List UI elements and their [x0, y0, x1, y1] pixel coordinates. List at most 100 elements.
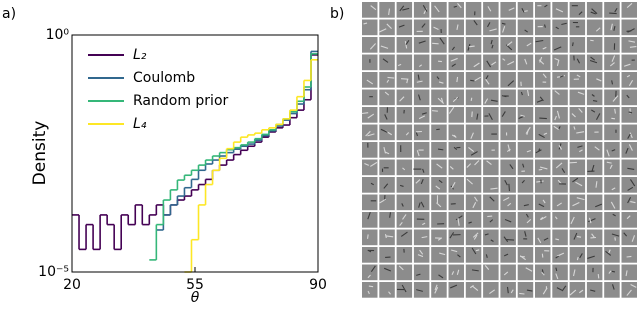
filter-patch [449, 37, 465, 53]
legend-label: L₄ [133, 116, 147, 132]
filter-patch [397, 72, 413, 88]
filter-patch [500, 160, 516, 176]
filter-patch [570, 247, 586, 263]
filter-patch [622, 37, 638, 53]
filter-patch [587, 107, 603, 123]
filter-patch [379, 230, 395, 246]
filter-patch [518, 37, 534, 53]
filter-patch [414, 2, 430, 18]
filter-patch [587, 282, 603, 298]
filter-patch [449, 55, 465, 71]
filter-patch [431, 195, 447, 211]
filter-patch [483, 20, 499, 36]
filter-patch [449, 20, 465, 36]
filter-patch [397, 177, 413, 193]
filter-patch [379, 72, 395, 88]
filter-patch [483, 282, 499, 298]
filter-patch [414, 177, 430, 193]
filter-patch [518, 90, 534, 106]
filter-patch [431, 282, 447, 298]
filter-stroke [612, 271, 615, 272]
filter-patch [604, 142, 620, 158]
filter-patch [379, 142, 395, 158]
filter-patch [587, 212, 603, 228]
filter-patch [622, 212, 638, 228]
filter-patch [431, 107, 447, 123]
filter-patch [570, 195, 586, 211]
filter-patch [397, 55, 413, 71]
filter-patch [604, 125, 620, 141]
filter-patch [570, 107, 586, 123]
filter-patch [431, 142, 447, 158]
filter-patch [587, 265, 603, 281]
filter-patch [431, 125, 447, 141]
filter-stroke [388, 77, 395, 78]
filter-patch [604, 212, 620, 228]
filter-patch [604, 90, 620, 106]
filter-patch [431, 177, 447, 193]
filter-patch [500, 55, 516, 71]
filter-patch [414, 107, 430, 123]
filter-patch [622, 142, 638, 158]
filter-patch [362, 72, 378, 88]
filter-patch [483, 160, 499, 176]
filter-patch [535, 195, 551, 211]
filter-patch [518, 177, 534, 193]
filter-patch [518, 2, 534, 18]
filter-patch [587, 195, 603, 211]
filter-patch [535, 212, 551, 228]
filter-patch [622, 247, 638, 263]
filter-patch [362, 20, 378, 36]
filter-stroke [593, 101, 597, 102]
filter-patch [414, 247, 430, 263]
y-tick-label: 10⁰ [46, 27, 70, 43]
filter-patch [397, 90, 413, 106]
filter-patch [535, 177, 551, 193]
filter-stroke [457, 77, 458, 82]
filter-patch [466, 107, 482, 123]
filter-patch [604, 160, 620, 176]
filter-patch [587, 142, 603, 158]
x-tick-label: 90 [309, 277, 327, 293]
filter-patch [483, 107, 499, 123]
y-tick-label: 10⁻⁵ [38, 264, 69, 280]
filter-patch [483, 177, 499, 193]
filter-patch [500, 195, 516, 211]
filter-stroke [573, 42, 574, 46]
filter-patch [535, 20, 551, 36]
filter-patch [449, 90, 465, 106]
filter-patch [362, 230, 378, 246]
filter-patch [397, 142, 413, 158]
filter-patch [570, 177, 586, 193]
filter-patch [379, 212, 395, 228]
filter-patch [552, 2, 568, 18]
filter-patch [466, 125, 482, 141]
filter-patch [414, 72, 430, 88]
filter-patch [535, 72, 551, 88]
filter-patch [604, 2, 620, 18]
filter-patch [552, 195, 568, 211]
filter-patch [397, 265, 413, 281]
filter-patch [518, 160, 534, 176]
filter-patch [483, 230, 499, 246]
filter-patch [604, 265, 620, 281]
filter-patch [431, 37, 447, 53]
filter-patch [500, 125, 516, 141]
filter-patch [500, 212, 516, 228]
filter-patch [552, 212, 568, 228]
filter-patch [500, 142, 516, 158]
filter-stroke [401, 79, 408, 80]
filter-patch [397, 125, 413, 141]
filter-patch [518, 20, 534, 36]
filter-patch [379, 37, 395, 53]
filter-patch [552, 177, 568, 193]
filter-patch [552, 142, 568, 158]
filter-patch [397, 160, 413, 176]
filter-patch [622, 20, 638, 36]
filter-patch [449, 107, 465, 123]
filter-patch [362, 107, 378, 123]
filter-patch [379, 247, 395, 263]
filter-patch [466, 20, 482, 36]
filter-patch [604, 72, 620, 88]
filter-patch [431, 2, 447, 18]
